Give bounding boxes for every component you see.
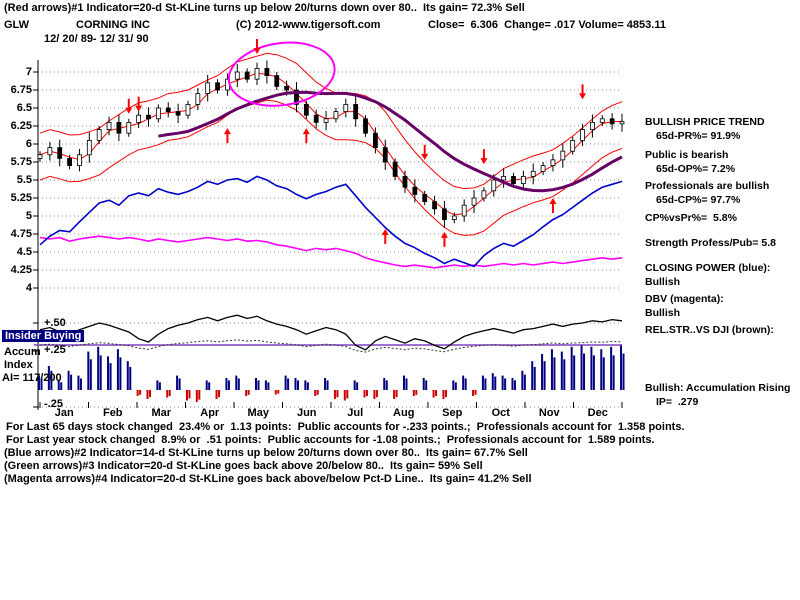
price-axis-label: 6 [25,138,32,150]
price-axis-label: 6.75 [10,84,32,96]
footer-line: (Magenta arrows)#4 Indicator=20-d St-KLi… [4,473,532,485]
footer-line: (Blue arrows)#2 Indicator=14-d St-KLine … [4,447,528,459]
index-label: Index [4,359,33,371]
month-label: Nov [538,407,560,419]
indicator-summary-line: (Red arrows)#1 Indicator=20-d St-KLine t… [4,2,525,14]
insider-buying-label: Insider Buying [2,330,85,342]
ai-value: AI= 117/200 [2,372,62,384]
ip-value: IP= .279 [656,396,699,408]
month-label: May [247,407,269,419]
price-axis-label: 5.75 [10,156,32,168]
public-sentiment: Public is bearish [645,149,729,161]
accumulation-note: Bullish: Accumulation Rising [645,382,791,394]
footer-line: (Green arrows)#3 Indicator=20-d St-KLine… [4,460,483,472]
dbv-label: DBV (magenta): [645,293,724,305]
price-axis-label: 5 [25,210,32,222]
month-label: Apr [200,407,220,419]
company-name: CORNING INC [76,19,150,31]
strength-ratio: Strength Profess/Pub= 5.8 [645,237,776,249]
quote-summary: Close= 6.306 Change= .017 Volume= 4853.1… [428,19,666,31]
ticker-symbol: GLW [4,19,30,31]
price-axis-label: 4 [25,282,32,294]
price-axis-label: 6.25 [10,120,32,132]
month-label: Dec [587,407,608,419]
month-label: Feb [102,407,123,419]
trend-status: BULLISH PRICE TREND [645,116,765,128]
date-range: 12/ 20/ 89- 12/ 31/ 90 [44,33,149,45]
cp-percent: 65d-CP%= 97.7% [656,194,741,206]
lower-scale-label: -.25 [44,398,63,410]
copyright-notice: (C) 2012-www.tigersoft.com [236,19,381,31]
price-axis-label: 4.25 [10,264,32,276]
price-axis-label: 6.5 [16,102,32,114]
month-label: Aug [393,407,415,419]
month-label: Mar [151,407,172,419]
mid-scale-label: +.25 [44,344,66,356]
dbv-status: Bullish [645,307,681,319]
professional-sentiment: Professionals are bullish [645,180,770,192]
upper-scale-label: +.50 [44,317,66,329]
rel-str-label: REL.STR..VS DJI (brown): [645,324,774,336]
month-label: Jun [296,407,317,419]
footer-line: For Last 65 days stock changed 23.4% or … [6,421,685,433]
closing-power-label: CLOSING POWER (blue): [645,262,771,274]
closing-power-status: Bullish [645,276,681,288]
month-label: Jul [347,407,364,419]
pr-percent: 65d-PR%= 91.9% [656,130,741,142]
price-axis-label: 7 [25,66,32,78]
price-axis-label: 4.75 [10,228,32,240]
footer-line: For Last year stock changed 8.9% or .51 … [6,434,655,446]
month-label: Jan [54,407,74,419]
accum-label: Accum [4,346,41,358]
price-axis-label: 5.5 [16,174,32,186]
price-axis-label: 4.5 [16,246,32,258]
cp-vs-pr: CP%vsPr%= 5.8% [645,212,737,224]
month-label: Sep [442,407,463,419]
price-axis-label: 5.25 [10,192,32,204]
op-percent: 65d-OP%= 7.2% [656,163,736,175]
month-label: Oct [491,407,510,419]
